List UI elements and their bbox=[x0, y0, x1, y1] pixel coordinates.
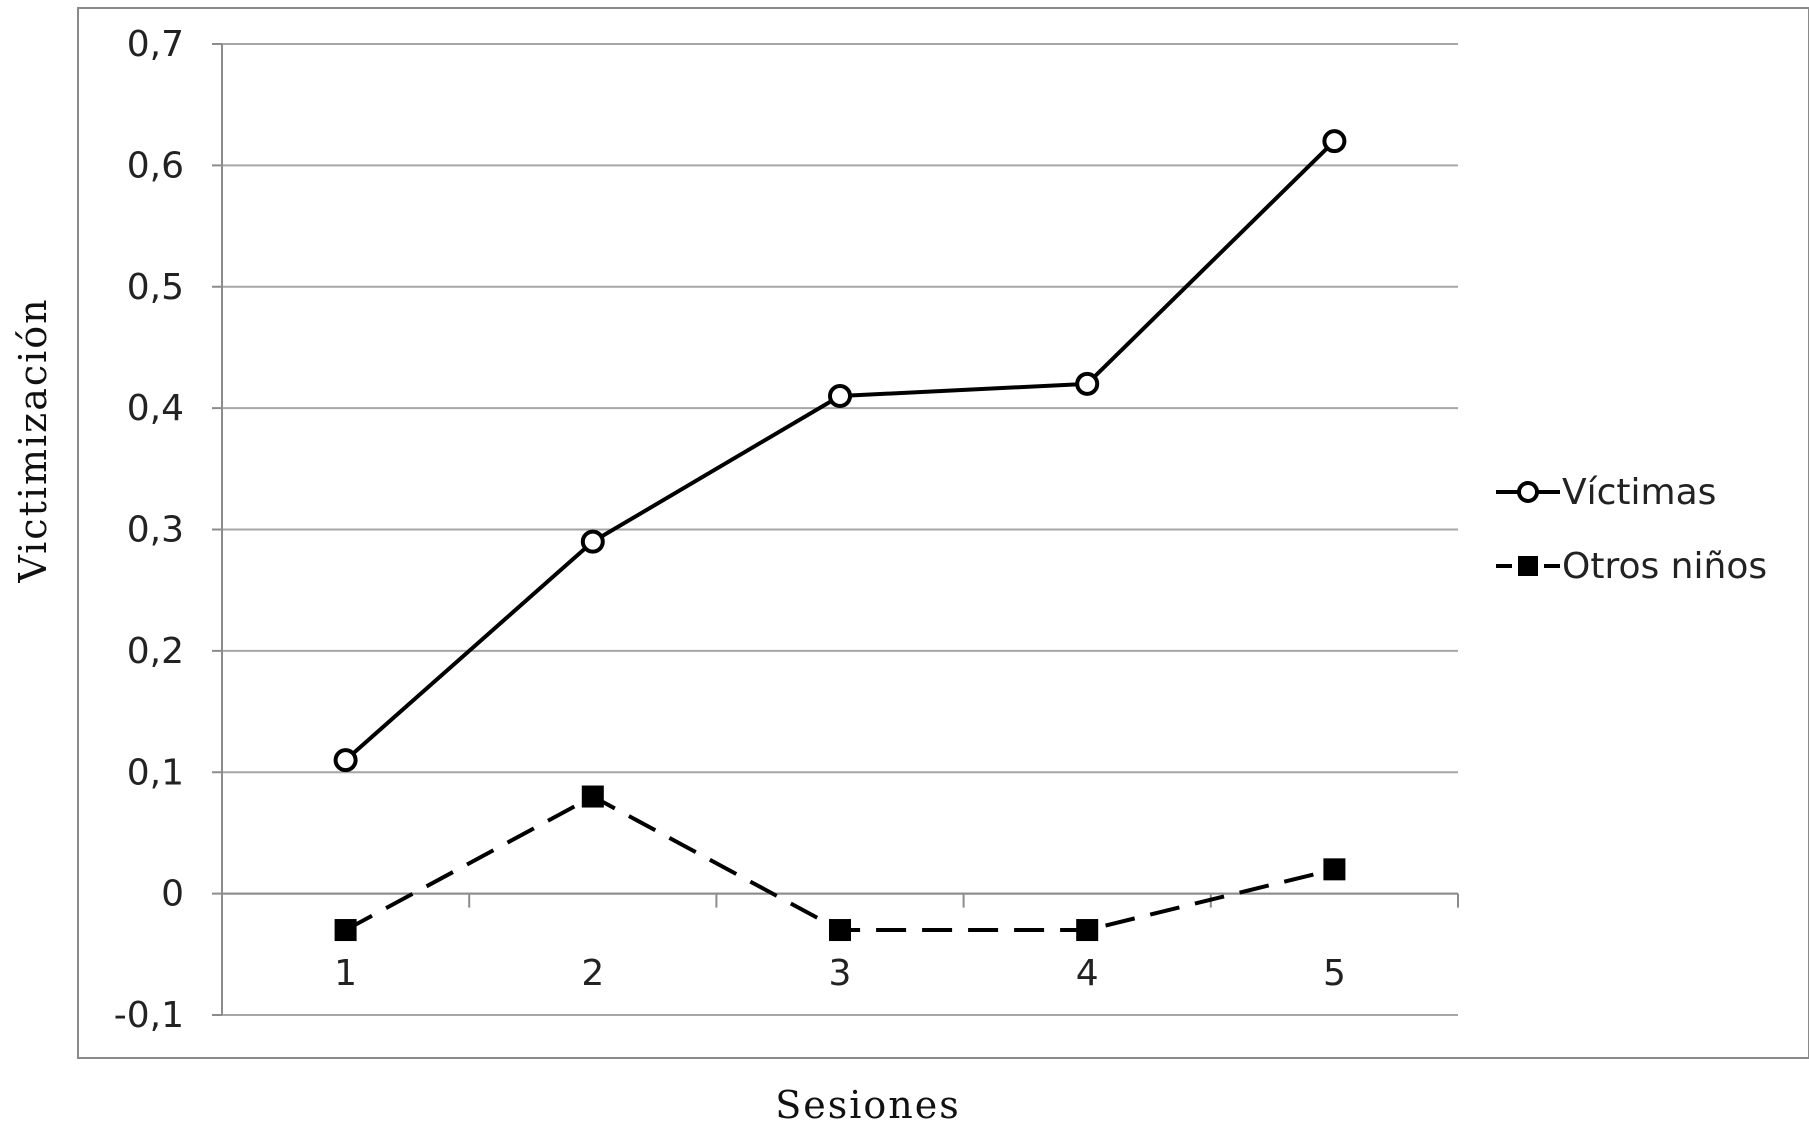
x-tick-label: 5 bbox=[1323, 953, 1346, 994]
legend: Víctimas Otros niños bbox=[1496, 472, 1767, 587]
data-point bbox=[333, 748, 358, 773]
y-axis-title: Victimización bbox=[11, 297, 55, 583]
legend-item: Víctimas bbox=[1496, 472, 1716, 513]
series-2 bbox=[334, 785, 1346, 942]
y-tick-label: 0,4 bbox=[127, 388, 184, 429]
legend-item: Otros niños bbox=[1496, 546, 1767, 587]
y-tick-label: 0,5 bbox=[127, 267, 184, 308]
y-tick-label: 0,7 bbox=[127, 24, 184, 65]
x-tick-label: 3 bbox=[829, 953, 852, 994]
y-tick-label: 0 bbox=[161, 874, 184, 915]
x-tick-labels: 1 2 3 4 5 bbox=[334, 953, 1346, 994]
axes bbox=[221, 44, 1459, 1015]
data-point bbox=[580, 529, 605, 554]
data-point bbox=[1075, 371, 1100, 396]
legend-label: Víctimas bbox=[1562, 472, 1716, 513]
series-1 bbox=[333, 129, 1347, 773]
legend-marker bbox=[1518, 556, 1538, 576]
series-layer bbox=[333, 129, 1347, 942]
chart-frame bbox=[77, 7, 1809, 1059]
x-tick-label: 2 bbox=[581, 953, 604, 994]
data-point bbox=[828, 383, 852, 408]
data-point bbox=[1076, 919, 1099, 942]
x-axis-title: Sesiones bbox=[775, 1083, 961, 1125]
x-tick-label: 4 bbox=[1076, 953, 1099, 994]
legend-marker bbox=[1517, 481, 1539, 503]
data-point bbox=[1322, 129, 1347, 154]
y-tick-label: 0,1 bbox=[127, 752, 184, 793]
legend-label: Otros niños bbox=[1562, 546, 1767, 587]
x-tick-label: 1 bbox=[334, 953, 357, 994]
y-tick-label: 0,3 bbox=[127, 510, 184, 551]
y-tick-label: 0,6 bbox=[127, 145, 184, 186]
gridlines bbox=[212, 43, 1458, 1016]
y-tick-labels: -0,1 0 0,1 0,2 0,3 0,4 0,5 0,6 0,7 bbox=[114, 24, 184, 1036]
data-point bbox=[1323, 858, 1346, 881]
data-point bbox=[581, 785, 604, 808]
y-tick-label: -0,1 bbox=[114, 995, 184, 1036]
data-point bbox=[829, 919, 851, 942]
y-tick-label: 0,2 bbox=[127, 631, 184, 672]
data-point bbox=[334, 919, 357, 942]
